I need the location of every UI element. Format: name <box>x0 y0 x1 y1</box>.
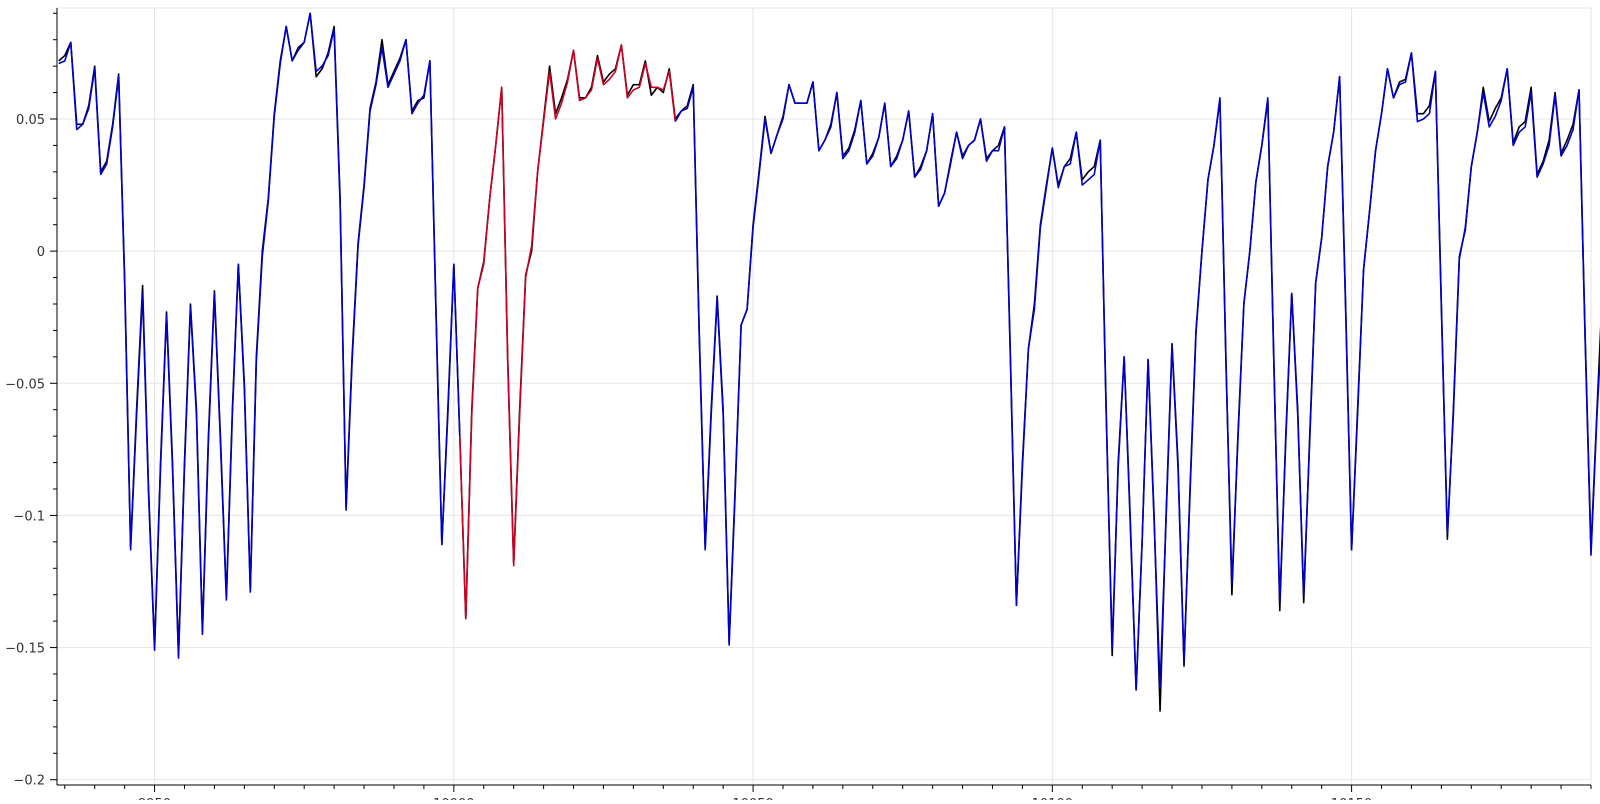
series-line-1 <box>58 12 1600 691</box>
grid <box>57 7 1592 785</box>
y-tick-label: −0.05 <box>5 377 45 392</box>
series-line-2 <box>459 44 677 620</box>
series-layer <box>58 12 1600 712</box>
y-tick-label: −0.1 <box>13 509 45 524</box>
axes: 995010000100501010010150−0.2−0.15−0.1−0.… <box>5 8 1592 804</box>
y-tick-label: −0.2 <box>13 774 45 789</box>
y-tick-label: 0 <box>37 245 45 260</box>
y-tick-label: 0.05 <box>16 113 45 128</box>
y-tick-label: −0.15 <box>5 642 45 657</box>
series-line-0 <box>58 12 1600 712</box>
